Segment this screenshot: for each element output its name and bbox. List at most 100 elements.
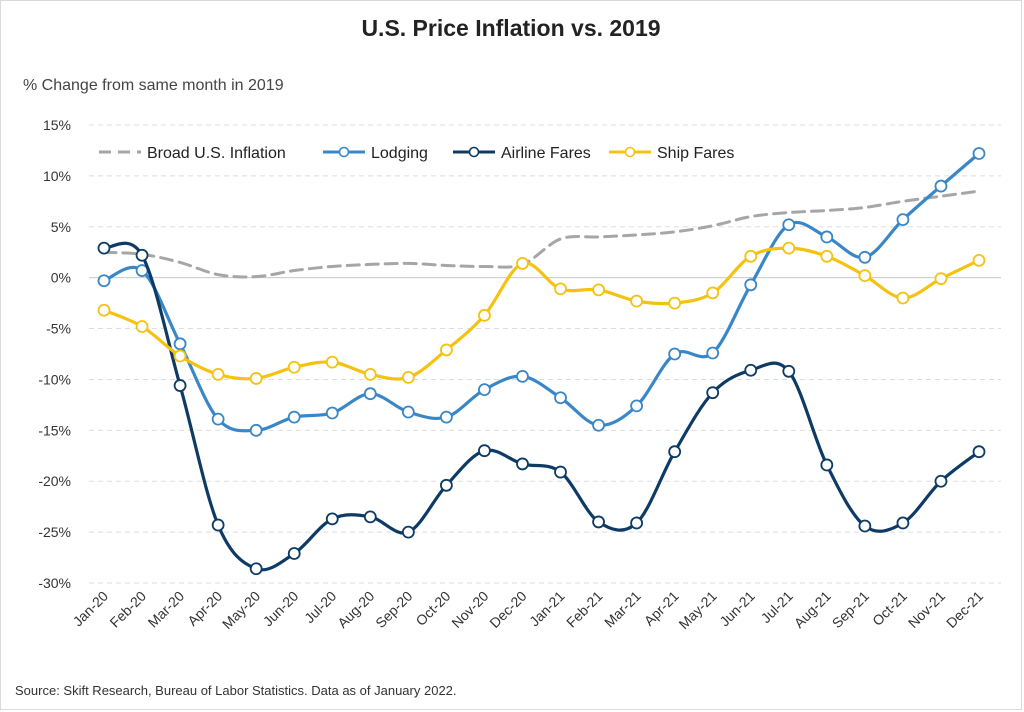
data-point-lodging xyxy=(249,423,263,437)
data-point-lodging xyxy=(934,179,948,193)
data-point-airline-fares xyxy=(896,516,910,530)
data-point-lodging xyxy=(401,405,415,419)
data-point-ship-fares xyxy=(325,355,339,369)
data-point-airline-fares xyxy=(249,562,263,576)
y-tick-label: -30% xyxy=(38,575,71,591)
series-line-broad-u-s-inflation xyxy=(102,189,981,279)
data-point-airline-fares xyxy=(439,478,453,492)
data-point-airline-fares xyxy=(820,458,834,472)
data-point-airline-fares xyxy=(744,363,758,377)
data-point-ship-fares xyxy=(211,367,225,381)
legend-marker-lodging xyxy=(338,146,350,158)
data-point-lodging xyxy=(97,274,111,288)
data-point-lodging xyxy=(439,410,453,424)
x-tick-label: Nov-20 xyxy=(448,588,491,631)
x-tick-label: Dec-20 xyxy=(486,588,529,631)
y-tick-label: -20% xyxy=(38,473,71,489)
chart-subtitle: % Change from same month in 2019 xyxy=(23,77,284,94)
x-tick-label: May-20 xyxy=(219,588,263,632)
data-point-airline-fares xyxy=(858,519,872,533)
data-point-lodging xyxy=(173,337,187,351)
data-point-ship-fares xyxy=(934,272,948,286)
x-tick-label: Nov-21 xyxy=(905,588,948,631)
data-point-ship-fares xyxy=(135,320,149,333)
data-point-ship-fares xyxy=(630,294,644,308)
data-point-ship-fares xyxy=(439,343,453,357)
data-point-ship-fares xyxy=(287,360,301,374)
data-point-airline-fares xyxy=(478,444,491,458)
x-tick-label: Jun-20 xyxy=(260,588,302,630)
series-line-lodging xyxy=(102,151,981,433)
data-point-ship-fares xyxy=(592,283,605,297)
data-point-airline-fares xyxy=(325,512,339,526)
data-point-lodging xyxy=(668,347,682,361)
x-tick-label: Feb-20 xyxy=(106,588,149,631)
x-tick-label: Feb-21 xyxy=(563,588,606,631)
data-point-airline-fares xyxy=(211,518,225,532)
line-chart: 15%10%5%0%-5%-10%-15%-20%-25%-30%Jan-20F… xyxy=(38,117,1001,632)
x-tick-label: Sep-21 xyxy=(829,588,872,631)
y-tick-label: -25% xyxy=(38,524,71,540)
data-point-ship-fares xyxy=(554,282,567,296)
data-point-ship-fares xyxy=(820,249,834,263)
y-tick-label: -5% xyxy=(46,321,71,337)
x-tick-label: Aug-20 xyxy=(334,588,377,631)
data-point-airline-fares xyxy=(592,515,605,529)
legend-marker-airline-fares xyxy=(468,146,480,158)
x-tick-label: Jan-20 xyxy=(70,588,112,630)
data-point-airline-fares xyxy=(668,445,682,459)
data-point-ship-fares xyxy=(706,286,720,300)
data-point-airline-fares xyxy=(630,516,644,530)
y-tick-label: 5% xyxy=(51,219,71,235)
x-tick-label: Mar-21 xyxy=(601,588,644,631)
data-point-lodging xyxy=(744,278,758,292)
data-point-ship-fares xyxy=(782,241,796,255)
x-tick-label: Apr-20 xyxy=(184,588,225,629)
data-point-lodging xyxy=(325,406,339,420)
x-tick-label: Sep-20 xyxy=(372,588,415,631)
data-point-lodging xyxy=(516,369,529,383)
data-point-airline-fares xyxy=(97,241,111,255)
data-point-airline-fares xyxy=(363,510,377,524)
data-point-ship-fares xyxy=(516,257,529,270)
data-point-airline-fares xyxy=(972,445,986,459)
data-point-airline-fares xyxy=(706,386,720,400)
y-tick-label: -10% xyxy=(38,371,71,387)
x-tick-label: Aug-21 xyxy=(791,588,834,631)
data-point-lodging xyxy=(478,383,491,397)
data-point-lodging xyxy=(858,250,872,264)
x-tick-label: Dec-21 xyxy=(943,588,986,631)
chart-title: U.S. Price Inflation vs. 2019 xyxy=(361,15,661,41)
data-point-lodging xyxy=(592,418,605,432)
data-point-ship-fares xyxy=(858,269,872,283)
series-line-ship-fares xyxy=(102,246,981,381)
legend-marker-ship-fares xyxy=(624,146,636,158)
legend-label-ship-fares: Ship Fares xyxy=(657,145,734,162)
x-tick-label: Mar-20 xyxy=(145,588,188,631)
y-tick-label: 10% xyxy=(43,168,71,184)
data-point-ship-fares xyxy=(896,291,910,305)
data-point-lodging xyxy=(630,399,644,413)
legend-label-broad-u-s-inflation: Broad U.S. Inflation xyxy=(147,145,286,162)
data-point-lodging xyxy=(363,387,377,401)
data-point-airline-fares xyxy=(516,457,529,471)
data-point-airline-fares xyxy=(401,525,415,539)
x-tick-label: Jan-21 xyxy=(526,588,568,630)
data-point-lodging xyxy=(211,412,225,426)
data-point-ship-fares xyxy=(401,371,415,384)
source-note: Source: Skift Research, Bureau of Labor … xyxy=(15,683,457,698)
y-tick-label: 0% xyxy=(51,270,71,286)
data-point-lodging xyxy=(782,218,796,232)
data-point-lodging xyxy=(706,346,720,360)
data-point-ship-fares xyxy=(173,349,187,363)
x-tick-label: Apr-21 xyxy=(641,588,682,629)
x-tick-label: Oct-21 xyxy=(869,588,910,629)
legend-label-lodging: Lodging xyxy=(371,145,428,162)
x-tick-label: May-21 xyxy=(675,588,719,632)
x-tick-label: Oct-20 xyxy=(412,588,453,629)
x-tick-label: Jun-21 xyxy=(716,588,758,630)
data-point-airline-fares xyxy=(782,364,796,378)
data-point-ship-fares xyxy=(97,303,111,317)
data-point-ship-fares xyxy=(972,253,986,267)
